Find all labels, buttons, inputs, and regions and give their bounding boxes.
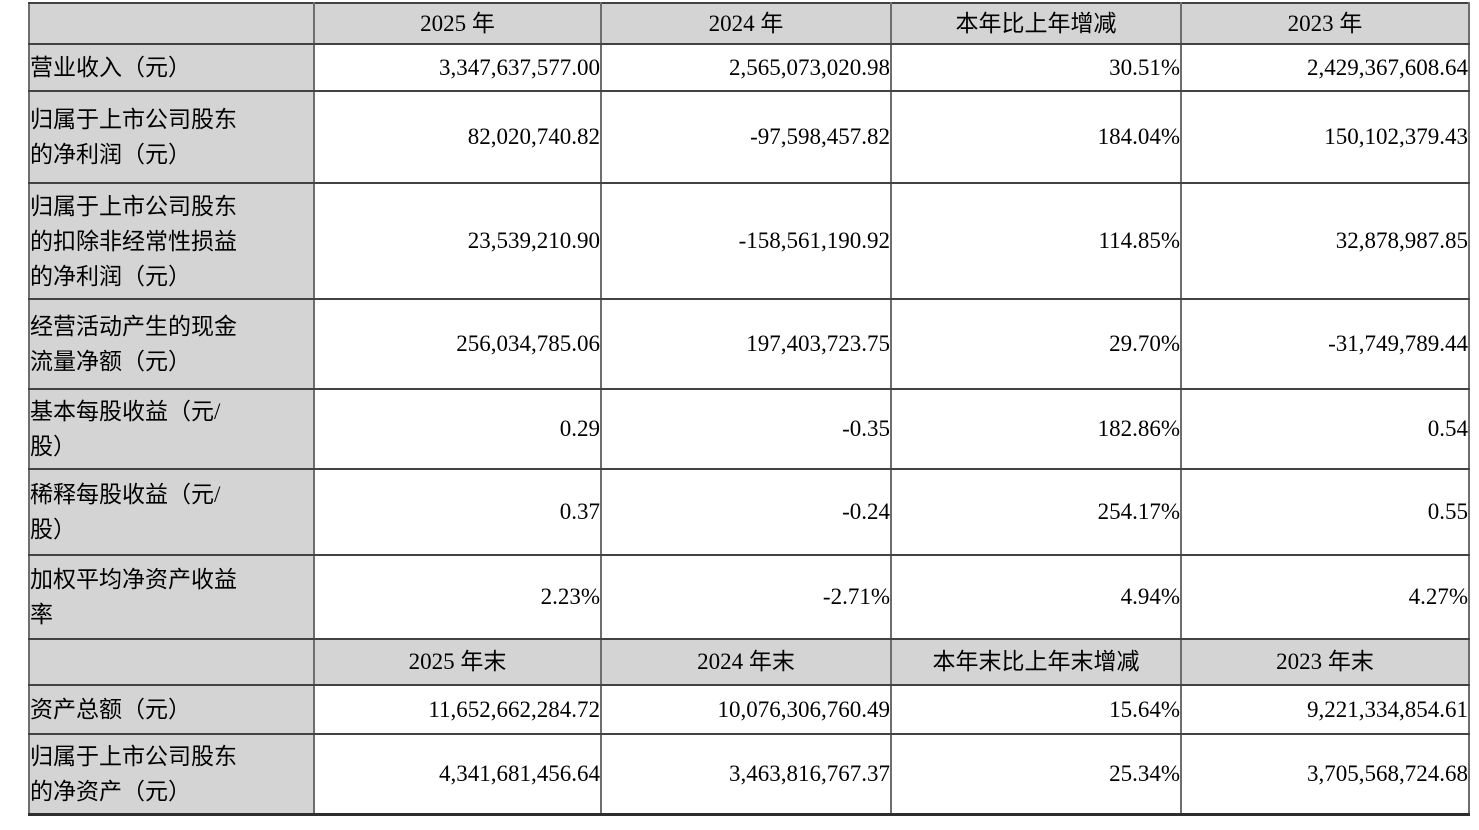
- cell-2023: 0.55: [1180, 468, 1470, 556]
- row-label: 稀释每股收益（元/ 股）: [28, 468, 315, 556]
- cell-2025: 23,539,210.90: [313, 182, 602, 300]
- cell-2024: -158,561,190.92: [600, 182, 892, 300]
- row-label: 基本每股收益（元/ 股）: [28, 388, 315, 470]
- cell-2024: -97,598,457.82: [600, 90, 892, 184]
- corner-cell: [28, 638, 315, 686]
- cell-2023: 150,102,379.43: [1180, 90, 1470, 184]
- table-row-net-assets: 归属于上市公司股东 的净资产（元） 4,341,681,456.64 3,463…: [28, 733, 1470, 815]
- cell-2025: 2.23%: [313, 554, 602, 640]
- column-header-2025: 2025 年: [313, 2, 602, 45]
- cell-2025: 0.37: [313, 468, 602, 556]
- table-row-basic-eps: 基本每股收益（元/ 股） 0.29 -0.35 182.86% 0.54: [28, 388, 1470, 470]
- cell-2024: 2,565,073,020.98: [600, 43, 892, 92]
- table-row-non-recurring-net-profit: 归属于上市公司股东 的扣除非经常性损益 的净利润（元） 23,539,210.9…: [28, 182, 1470, 300]
- table-row-diluted-eps: 稀释每股收益（元/ 股） 0.37 -0.24 254.17% 0.55: [28, 468, 1470, 556]
- table-row-operating-cash-flow: 经营活动产生的现金 流量净额（元） 256,034,785.06 197,403…: [28, 298, 1470, 390]
- corner-cell: [28, 2, 315, 45]
- cell-2024: 10,076,306,760.49: [600, 684, 892, 735]
- cell-2023: 2,429,367,608.64: [1180, 43, 1470, 92]
- cell-change: 29.70%: [890, 298, 1182, 390]
- cell-change: 25.34%: [890, 733, 1182, 815]
- table-header-end-of-year: 2025 年末 2024 年末 本年末比上年末增减 2023 年末: [28, 638, 1470, 686]
- cell-change: 114.85%: [890, 182, 1182, 300]
- cell-2025: 11,652,662,284.72: [313, 684, 602, 735]
- column-header-2024: 2024 年: [600, 2, 892, 45]
- cell-2023: 32,878,987.85: [1180, 182, 1470, 300]
- cell-2024: -2.71%: [600, 554, 892, 640]
- table-row-total-assets: 资产总额（元） 11,652,662,284.72 10,076,306,760…: [28, 684, 1470, 735]
- cell-2025: 256,034,785.06: [313, 298, 602, 390]
- row-label: 经营活动产生的现金 流量净额（元）: [28, 298, 315, 390]
- column-header-2024-eoy: 2024 年末: [600, 638, 892, 686]
- row-label: 归属于上市公司股东 的扣除非经常性损益 的净利润（元）: [28, 182, 315, 300]
- cell-change: 254.17%: [890, 468, 1182, 556]
- row-label: 归属于上市公司股东 的净资产（元）: [28, 733, 315, 815]
- column-header-2023: 2023 年: [1180, 2, 1470, 45]
- cell-2025: 82,020,740.82: [313, 90, 602, 184]
- column-header-2023-eoy: 2023 年末: [1180, 638, 1470, 686]
- financial-summary-table: 2025 年 2024 年 本年比上年增减 2023 年 营业收入（元） 3,3…: [28, 2, 1470, 816]
- cell-change: 4.94%: [890, 554, 1182, 640]
- cell-change: 30.51%: [890, 43, 1182, 92]
- cell-2025: 0.29: [313, 388, 602, 470]
- column-header-2025-eoy: 2025 年末: [313, 638, 602, 686]
- table-row-weighted-roe: 加权平均净资产收益 率 2.23% -2.71% 4.94% 4.27%: [28, 554, 1470, 640]
- cell-change: 15.64%: [890, 684, 1182, 735]
- cell-2023: 9,221,334,854.61: [1180, 684, 1470, 735]
- cell-change: 182.86%: [890, 388, 1182, 470]
- cell-2025: 4,341,681,456.64: [313, 733, 602, 815]
- table-row-revenue: 营业收入（元） 3,347,637,577.00 2,565,073,020.9…: [28, 43, 1470, 92]
- row-label: 资产总额（元）: [28, 684, 315, 735]
- column-header-eoy-change: 本年末比上年末增减: [890, 638, 1182, 686]
- row-label: 加权平均净资产收益 率: [28, 554, 315, 640]
- row-label: 归属于上市公司股东 的净利润（元）: [28, 90, 315, 184]
- table-header-annual: 2025 年 2024 年 本年比上年增减 2023 年: [28, 2, 1470, 45]
- cell-2024: 197,403,723.75: [600, 298, 892, 390]
- cell-2025: 3,347,637,577.00: [313, 43, 602, 92]
- cell-2024: -0.35: [600, 388, 892, 470]
- cell-2023: 0.54: [1180, 388, 1470, 470]
- cell-2023: 3,705,568,724.68: [1180, 733, 1470, 815]
- row-label: 营业收入（元）: [28, 43, 315, 92]
- cell-change: 184.04%: [890, 90, 1182, 184]
- cell-2024: -0.24: [600, 468, 892, 556]
- cell-2023: -31,749,789.44: [1180, 298, 1470, 390]
- cell-2023: 4.27%: [1180, 554, 1470, 640]
- cell-2024: 3,463,816,767.37: [600, 733, 892, 815]
- table-row-net-profit: 归属于上市公司股东 的净利润（元） 82,020,740.82 -97,598,…: [28, 90, 1470, 184]
- column-header-yoy-change: 本年比上年增减: [890, 2, 1182, 45]
